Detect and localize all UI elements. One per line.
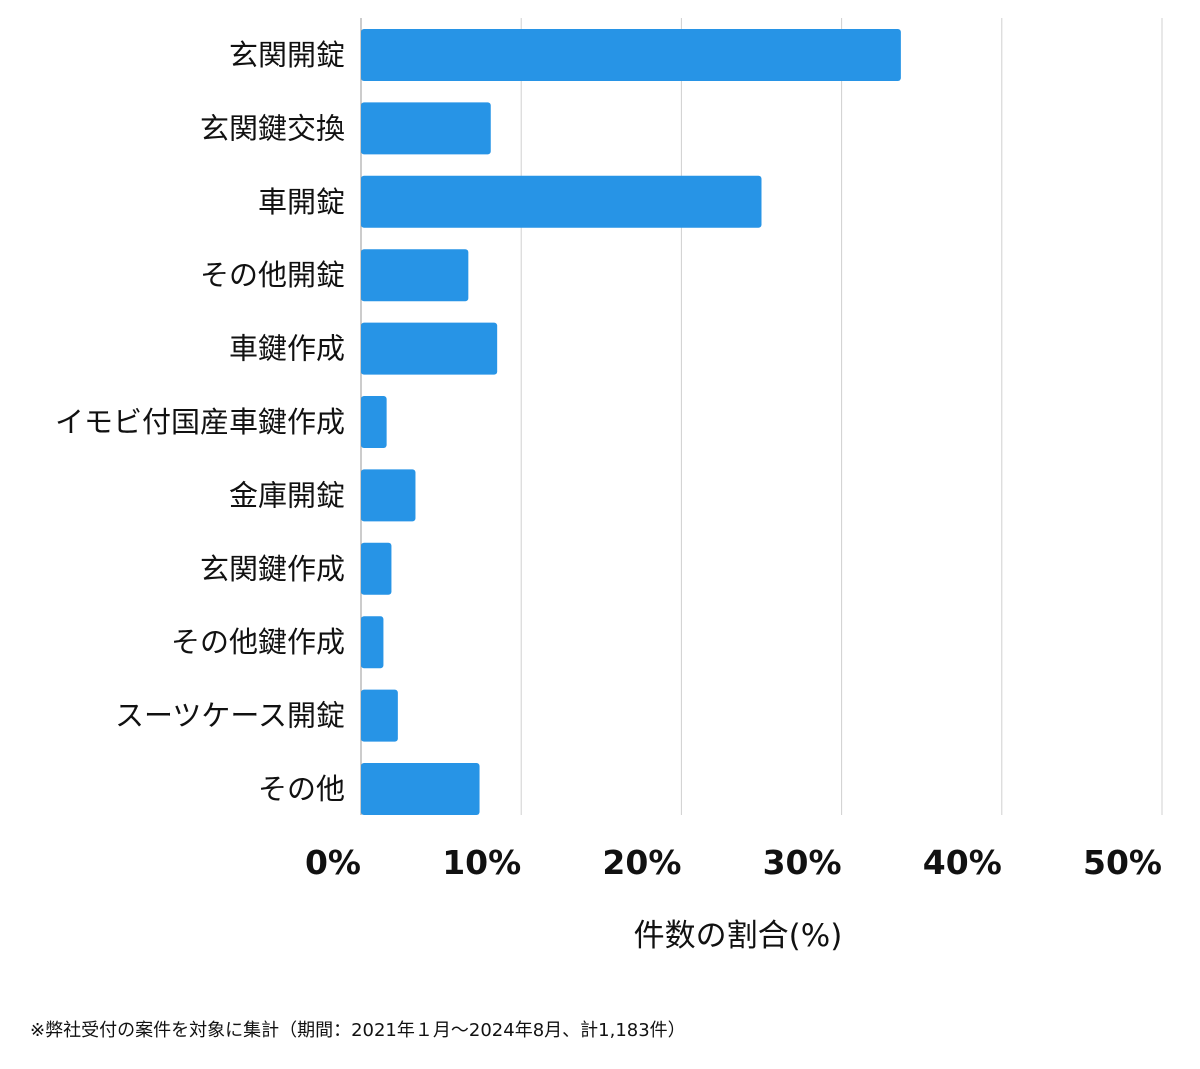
bar bbox=[361, 469, 416, 522]
category-label: スーツケース開錠 bbox=[115, 699, 345, 733]
x-tick-label: 20% bbox=[602, 843, 681, 882]
bar bbox=[361, 689, 398, 742]
category-label: 玄関鍵作成 bbox=[200, 552, 345, 586]
category-label: その他 bbox=[258, 772, 345, 806]
bar bbox=[361, 616, 384, 669]
x-axis-title: 件数の割合(%) bbox=[634, 918, 843, 954]
category-label: イモビ付国産車鍵作成 bbox=[55, 405, 345, 439]
x-tick-label: 40% bbox=[923, 843, 1002, 882]
bar-chart: 0% 10% 20% 30% 40% 50% 玄関開錠玄関鍵交換車開錠その他開錠車鍵作成イモ… bbox=[55, 18, 1163, 954]
category-label: その他鍵作成 bbox=[171, 625, 345, 659]
x-tick-label: 0% bbox=[305, 843, 361, 882]
bar bbox=[361, 29, 901, 81]
category-label: 車鍵作成 bbox=[229, 332, 345, 366]
bar bbox=[361, 322, 498, 375]
bar bbox=[361, 175, 762, 228]
category-label: 金庫開錠 bbox=[229, 478, 345, 512]
bar bbox=[361, 396, 387, 448]
category-label: 車開錠 bbox=[258, 185, 345, 219]
bar bbox=[361, 102, 491, 155]
bar bbox=[361, 249, 469, 302]
category-label: 玄関鍵交換 bbox=[200, 111, 345, 145]
x-tick-label: 50% bbox=[1083, 843, 1162, 882]
category-label: 玄関開錠 bbox=[229, 38, 345, 72]
bar bbox=[361, 542, 392, 595]
category-label: その他開錠 bbox=[200, 258, 345, 292]
footnote: ※弊社受付の案件を対象に集計（期間：2021年１月〜2024年8月、計1,183… bbox=[30, 1020, 686, 1041]
bar bbox=[361, 763, 480, 815]
x-tick-label: 10% bbox=[442, 843, 521, 882]
x-tick-label: 30% bbox=[763, 843, 842, 882]
